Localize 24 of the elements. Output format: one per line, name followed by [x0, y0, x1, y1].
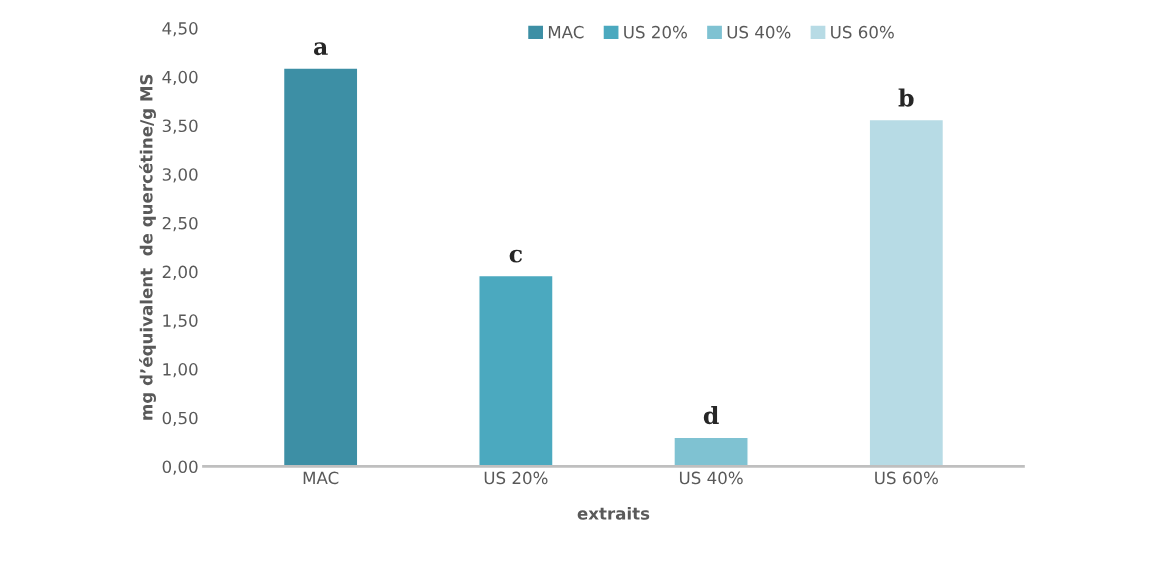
y-tick-label: 4,50 — [162, 22, 198, 37]
annotation: c — [509, 249, 522, 263]
annotation: b — [898, 88, 914, 107]
y-tick-label: 3,00 — [162, 168, 198, 183]
y-tick-label: 1,00 — [163, 363, 198, 378]
y-axis-title: mg d’équivalent de quercétine/g MS — [139, 74, 156, 420]
x-tick-label: MAC — [303, 471, 339, 485]
y-tick-label: 0,50 — [162, 411, 198, 427]
y-tick-label: 0,00 — [162, 460, 198, 475]
x-tick-label: US 60% — [875, 471, 938, 485]
legend-label: MAC — [548, 25, 584, 39]
x-tick-label: US 40% — [679, 471, 743, 485]
annotation: a — [313, 42, 328, 56]
annotation: d — [703, 406, 719, 425]
legend-label: US 40% — [727, 25, 791, 39]
x-tick-label: US 20% — [484, 471, 548, 485]
y-tick-label: 3,50 — [162, 119, 198, 134]
y-tick-label: 2,50 — [162, 216, 198, 232]
legend-label: US 60% — [831, 25, 894, 39]
y-tick-label: 1,50 — [163, 314, 198, 329]
y-tick-label: 4,00 — [162, 70, 198, 86]
x-axis-title: extraits — [577, 506, 650, 520]
legend-label: US 20% — [624, 25, 687, 39]
y-tick-label: 2,00 — [162, 265, 198, 280]
